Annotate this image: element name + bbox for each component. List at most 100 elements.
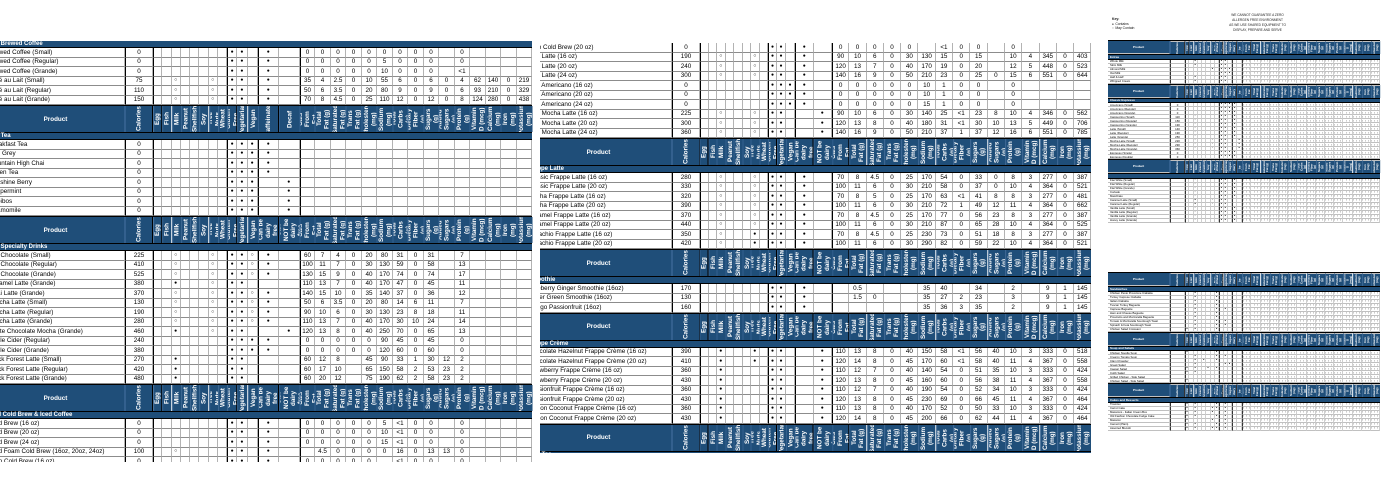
value-cell — [1279, 295, 1289, 300]
diet-mark-cell — [1219, 315, 1224, 320]
value-cell: 0 — [330, 419, 347, 429]
allergen-mark-cell — [153, 178, 163, 188]
value-cell — [1343, 127, 1353, 131]
allergen-mark-cell — [1197, 323, 1203, 328]
allergen-mark-cell — [190, 279, 200, 289]
value-cell — [1288, 111, 1298, 115]
value-cell: <1 — [454, 67, 471, 77]
value-cell — [1343, 202, 1353, 207]
diet-column-header: Gluten Free — [768, 139, 777, 165]
table-row: Café au Lait (Grande)150○○●●●7084.502511… — [0, 95, 533, 105]
value-cell — [1361, 131, 1371, 135]
nutrition-column-header: Dietary Fiber (g) — [1306, 273, 1316, 286]
product-cell: Creamy Tomato Soup — [1108, 355, 1170, 359]
allergen-mark-cell — [1189, 151, 1194, 155]
mid-mark-cell — [1232, 406, 1238, 411]
value-cell: 0 — [883, 109, 902, 119]
value-cell — [501, 178, 517, 188]
value-cell — [987, 52, 1005, 62]
value-cell: 11 — [849, 220, 867, 230]
value-cell: 10 — [1004, 52, 1023, 62]
value-cell — [1306, 155, 1316, 159]
mid-mark-cell — [278, 336, 300, 346]
value-cell — [377, 178, 393, 188]
value-cell — [1352, 379, 1362, 383]
value-cell — [1343, 123, 1353, 127]
allergen-mark-cell — [162, 419, 172, 429]
thumbnail-food-page[interactable]: Product Calories Egg Fish Milk Peanut Shellfis… — [1108, 272, 1380, 440]
value-cell — [1361, 178, 1371, 183]
allergen-mark-cell — [190, 159, 200, 169]
value-cell: 25 — [901, 192, 919, 202]
calories-cell — [1170, 194, 1185, 199]
value-cell — [1242, 311, 1252, 316]
value-cell — [485, 374, 502, 384]
section-header: Iced Cold Brew & Iced Coffee — [0, 412, 533, 419]
value-cell: 180 — [918, 119, 936, 129]
value-cell: 60 — [299, 365, 316, 375]
value-cell — [1251, 59, 1261, 64]
value-cell: 0 — [361, 346, 378, 356]
value-cell — [1251, 418, 1261, 423]
allergen-mark-cell — [1185, 299, 1190, 304]
allergen-mark-cell: ● — [171, 279, 181, 289]
allergen-mark-cell — [1189, 178, 1194, 183]
allergen-mark-cell — [708, 220, 717, 230]
value-cell: 13 — [315, 317, 331, 327]
allergen-mark-cell — [1206, 218, 1211, 223]
table-row: Iced Latte (16 oz)190○○●●●90106030130150… — [540, 52, 1091, 62]
calories-cell: 0 — [125, 438, 153, 448]
value-cell: 55 — [377, 76, 393, 86]
value-cell: 1 — [1056, 303, 1075, 313]
thumbnail-espresso-extras-page[interactable]: Product Calories Egg Fish Milk Peanut Shellfis… — [1108, 40, 1381, 237]
diet-mark-cell: ● — [227, 419, 238, 429]
diet-mark-cell — [786, 173, 795, 183]
value-cell: 54 — [935, 366, 954, 376]
allergen-mark-cell — [199, 279, 209, 289]
allergen-mark-cell — [217, 447, 227, 457]
nutrition-column-header: Cals From Fat — [832, 250, 850, 276]
allergen-column-header: Tree Nuts — [751, 139, 760, 165]
allergen-mark-cell — [1206, 147, 1211, 151]
allergen-mark-cell — [734, 119, 743, 129]
diet-mark-cell: ● — [237, 308, 248, 318]
calories-cell: 190 — [1170, 123, 1185, 127]
value-cell: 0 — [377, 48, 393, 58]
value-cell: 0 — [953, 100, 971, 110]
allergen-mark-cell — [751, 376, 760, 386]
value-cell: 0 — [330, 428, 347, 438]
allergen-mark-cell — [742, 62, 751, 72]
value-cell — [1361, 414, 1371, 419]
value-cell: 120 — [299, 327, 316, 337]
value-cell: 0 — [883, 43, 902, 53]
allergen-mark-cell — [1206, 194, 1211, 199]
value-cell: 0 — [454, 428, 471, 438]
value-cell: 11 — [1004, 376, 1023, 386]
mid-mark-cell — [813, 230, 832, 240]
allergen-column-header: Milk — [171, 217, 181, 243]
allergen-column-header: Fish — [1189, 160, 1194, 173]
value-cell — [516, 206, 533, 216]
allergen-mark-cell — [190, 327, 200, 337]
allergen-mark-cell — [199, 365, 209, 375]
diet-mark-cell — [1219, 422, 1224, 427]
value-cell — [1343, 319, 1353, 324]
diet-mark-cell: ● — [227, 270, 238, 280]
value-cell: 35 — [987, 366, 1005, 376]
allergen-mark-cell — [208, 67, 218, 77]
value-cell — [1251, 367, 1261, 371]
value-cell — [501, 428, 517, 438]
allergen-mark-cell — [190, 289, 200, 299]
value-cell: 0 — [883, 90, 902, 100]
value-cell: 562 — [1074, 109, 1091, 119]
nutrition-column-header: Vitamin D (mcg) — [470, 217, 486, 243]
value-cell — [1056, 81, 1075, 91]
calories-cell — [1170, 359, 1185, 363]
value-cell: 0 — [832, 90, 850, 100]
mid-mark-cell — [278, 308, 300, 318]
diet-mark-cell — [1227, 307, 1233, 312]
value-cell — [346, 168, 362, 178]
diet-mark-cell: ● — [237, 447, 248, 457]
value-cell: 364 — [1039, 182, 1057, 192]
